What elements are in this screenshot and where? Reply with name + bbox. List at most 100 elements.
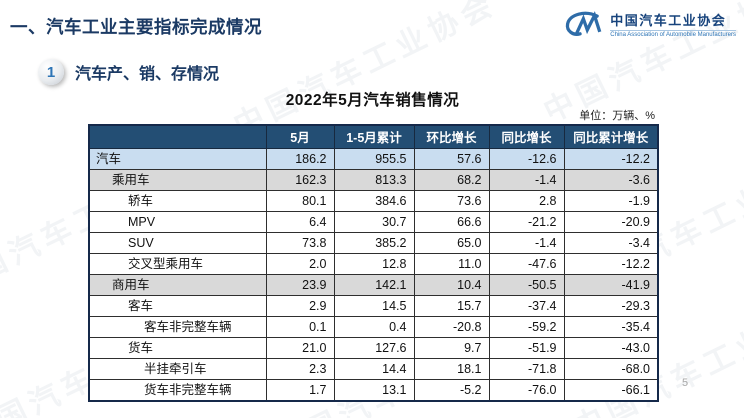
row-label: MPV	[88, 210, 267, 233]
cell-value: 186.2	[265, 147, 335, 170]
cell-value: -3.4	[563, 231, 659, 254]
section-number-badge: 1	[38, 59, 64, 85]
table-title: 2022年5月汽车销售情况	[285, 92, 460, 109]
cell-value: 10.4	[413, 273, 490, 296]
cell-value: 6.4	[265, 210, 335, 233]
cell-value: 21.0	[265, 336, 335, 359]
cell-value: 0.4	[333, 315, 415, 338]
row-label: 乘用车	[88, 168, 267, 191]
column-header-may: 5月	[265, 124, 335, 149]
cell-value: -12.2	[563, 252, 659, 275]
cell-value: 66.6	[413, 210, 490, 233]
cell-value: 23.9	[265, 273, 335, 296]
cell-value: 2.8	[488, 189, 565, 212]
cell-value: 813.3	[333, 168, 415, 191]
row-label: 交叉型乘用车	[88, 252, 267, 275]
row-label: 客车	[88, 294, 267, 317]
column-header-mom-growth: 环比增长	[413, 124, 490, 149]
row-label: 半挂牵引车	[88, 357, 267, 380]
row-label: 货车	[88, 336, 267, 359]
cell-value: -20.9	[563, 210, 659, 233]
page-number: 5	[682, 377, 689, 389]
row-label: 商用车	[88, 273, 267, 296]
cell-value: 127.6	[333, 336, 415, 359]
cell-value: -5.2	[413, 378, 490, 401]
table-row: 货车非完整车辆 1.7 13.1 -5.2 -76.0 -66.1	[88, 378, 659, 401]
column-header-yoy-cumulative-growth: 同比累计增长	[563, 124, 659, 149]
cell-value: -59.2	[488, 315, 565, 338]
cell-value: 9.7	[413, 336, 490, 359]
cell-value: 1.7	[265, 378, 335, 401]
cell-value: 955.5	[333, 147, 415, 170]
cell-value: -1.4	[488, 168, 565, 191]
cell-value: -1.4	[488, 231, 565, 254]
cell-value: 15.7	[413, 294, 490, 317]
logo-name-en: China Association of Automobile Manufact…	[610, 30, 736, 38]
column-header-cumulative: 1-5月累计	[333, 124, 415, 149]
cell-value: -29.3	[563, 294, 659, 317]
cell-value: 57.6	[413, 147, 490, 170]
cell-value: -51.9	[488, 336, 565, 359]
row-label: 汽车	[88, 147, 267, 170]
cell-value: -21.2	[488, 210, 565, 233]
cell-value: 65.0	[413, 231, 490, 254]
caam-logo-mark	[566, 11, 602, 36]
section-heading: 1 汽车产、销、存情况	[38, 59, 219, 85]
cell-value: 14.5	[333, 294, 415, 317]
cell-value: -1.9	[563, 189, 659, 212]
table-row: MPV 6.4 30.7 66.6 -21.2 -20.9	[88, 210, 659, 233]
cell-value: -12.2	[563, 147, 659, 170]
cell-value: -71.8	[488, 357, 565, 380]
table-row: 货车 21.0 127.6 9.7 -51.9 -43.0	[88, 336, 659, 359]
cell-value: 2.3	[265, 357, 335, 380]
caam-logo: 中国汽车工业协会 China Association of Automobile…	[563, 9, 736, 39]
table-row: 乘用车 162.3 813.3 68.2 -1.4 -3.6	[88, 168, 659, 191]
table-row: 汽车 186.2 955.5 57.6 -12.6 -12.2	[88, 147, 659, 170]
page-title: 一、汽车工业主要指标完成情况	[10, 17, 262, 37]
cell-value: 162.3	[265, 168, 335, 191]
cell-value: 73.6	[413, 189, 490, 212]
cell-value: 2.9	[265, 294, 335, 317]
unit-note: 单位：万辆、%	[579, 110, 655, 122]
cell-value: -66.1	[563, 378, 659, 401]
cell-value: -50.5	[488, 273, 565, 296]
column-header-category	[88, 124, 267, 149]
cell-value: -3.6	[563, 168, 659, 191]
column-header-yoy-growth: 同比增长	[488, 124, 565, 149]
caam-logo-text: 中国汽车工业协会 China Association of Automobile…	[610, 10, 736, 38]
cell-value: 385.2	[333, 231, 415, 254]
table-row: 交叉型乘用车 2.0 12.8 11.0 -47.6 -12.2	[88, 252, 659, 275]
cell-value: 18.1	[413, 357, 490, 380]
row-label: SUV	[88, 231, 267, 254]
cell-value: -47.6	[488, 252, 565, 275]
cell-value: 0.1	[265, 315, 335, 338]
table-row: 轿车 80.1 384.6 73.6 2.8 -1.9	[88, 189, 659, 212]
logo-name-cn: 中国汽车工业协会	[610, 13, 727, 28]
table-row: 客车 2.9 14.5 15.7 -37.4 -29.3	[88, 294, 659, 317]
cell-value: 13.1	[333, 378, 415, 401]
cell-value: -35.4	[563, 315, 659, 338]
cell-value: 11.0	[413, 252, 490, 275]
cell-value: 14.4	[333, 357, 415, 380]
table-header-row: 5月 1-5月累计 环比增长 同比增长 同比累计增长	[88, 124, 659, 149]
table-row: 商用车 23.9 142.1 10.4 -50.5 -41.9	[88, 273, 659, 296]
table-row: 半挂牵引车 2.3 14.4 18.1 -71.8 -68.0	[88, 357, 659, 380]
cell-value: 384.6	[333, 189, 415, 212]
cell-value: -20.8	[413, 315, 490, 338]
sales-table: 5月 1-5月累计 环比增长 同比增长 同比累计增长 汽车 186.2 955.…	[88, 124, 659, 402]
table-row: SUV 73.8 385.2 65.0 -1.4 -3.4	[88, 231, 659, 254]
cell-value: 142.1	[333, 273, 415, 296]
table-row: 客车非完整车辆 0.1 0.4 -20.8 -59.2 -35.4	[88, 315, 659, 338]
row-label: 货车非完整车辆	[88, 378, 267, 401]
cell-value: -12.6	[488, 147, 565, 170]
cell-value: 2.0	[265, 252, 335, 275]
cell-value: 30.7	[333, 210, 415, 233]
cell-value: -68.0	[563, 357, 659, 380]
cell-value: 12.8	[333, 252, 415, 275]
cell-value: -41.9	[563, 273, 659, 296]
section-title: 汽车产、销、存情况	[75, 66, 220, 83]
cell-value: -76.0	[488, 378, 565, 401]
cell-value: -37.4	[488, 294, 565, 317]
row-label: 客车非完整车辆	[88, 315, 267, 338]
